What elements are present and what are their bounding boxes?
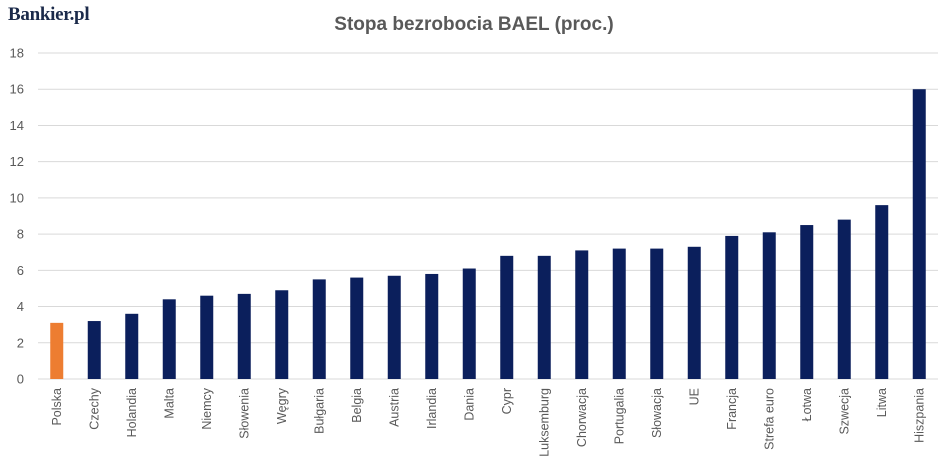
bar-7 [312, 279, 326, 379]
x-tick-label: UE [687, 388, 701, 405]
x-tick-label: Hiszpania [912, 388, 926, 443]
bar-2 [125, 313, 139, 379]
bar-10 [425, 273, 439, 379]
x-tick-label: Portugalia [612, 388, 626, 444]
x-tick-label: Francja [725, 388, 739, 430]
x-tick-label: Szwecja [837, 388, 851, 435]
bars [50, 89, 926, 379]
y-tick-label: 6 [17, 263, 24, 278]
bar-9 [387, 275, 401, 379]
chart-title: Stopa bezrobocia BAEL (proc.) [334, 14, 613, 35]
grid-lines [38, 52, 938, 380]
x-tick-label: Luksemburg [537, 388, 551, 457]
y-tick-label: 8 [17, 227, 24, 242]
bar-15 [612, 248, 626, 379]
bar-23 [912, 89, 926, 379]
x-tick-label: Słowacja [650, 388, 664, 438]
x-tick-label: Malta [162, 388, 176, 419]
x-tick-label: Belgia [350, 388, 364, 423]
x-tick-label: Łotwa [800, 388, 814, 421]
bar-14 [575, 250, 589, 379]
y-tick-label: 14 [10, 118, 24, 133]
bar-1 [87, 321, 101, 379]
x-tick-label: Słowenia [237, 388, 251, 439]
y-tick-label: 16 [10, 82, 24, 97]
y-tick-label: 18 [10, 46, 24, 61]
bankier-logo: Bankier.pl [8, 4, 90, 25]
y-tick-label: 2 [17, 335, 24, 350]
x-tick-label: Chorwacja [575, 388, 589, 447]
y-axis-ticks: 0 2 4 6 8 10 12 14 16 18 [10, 46, 24, 387]
x-tick-label: Dania [462, 388, 476, 421]
bar-6 [275, 290, 289, 379]
bar-22 [875, 205, 889, 379]
bar-5 [237, 293, 251, 379]
y-tick-label: 12 [10, 154, 24, 169]
x-tick-label: Strefa euro [762, 388, 776, 450]
bar-16 [650, 248, 664, 379]
x-axis-ticks: Polska Czechy Holandia Malta Niemcy Słowenia W… [50, 387, 927, 457]
bar-12 [500, 255, 514, 379]
x-tick-label: Polska [50, 388, 64, 426]
bar-11 [462, 268, 476, 379]
y-tick-label: 4 [17, 299, 24, 314]
x-tick-label: Niemcy [200, 387, 214, 429]
x-tick-label: Irlandia [425, 388, 439, 429]
bar-0 [50, 322, 64, 379]
y-tick-label: 10 [10, 190, 24, 205]
x-tick-label: Holandia [125, 388, 139, 437]
x-tick-label: Bułgaria [312, 388, 326, 434]
bar-17 [687, 246, 701, 379]
y-tick-label: 0 [17, 372, 24, 387]
x-tick-label: Austria [387, 388, 401, 427]
x-tick-label: Cypr [500, 388, 514, 414]
x-tick-label: Węgry [275, 387, 289, 424]
bar-19 [762, 232, 776, 379]
bar-20 [800, 225, 814, 379]
x-tick-label: Litwa [875, 388, 889, 417]
bar-8 [350, 277, 364, 379]
x-tick-label: Czechy [87, 387, 101, 429]
bar-18 [725, 235, 739, 379]
bar-4 [200, 295, 214, 379]
bar-21 [837, 219, 851, 379]
bar-13 [537, 255, 551, 379]
bar-3 [162, 299, 176, 379]
